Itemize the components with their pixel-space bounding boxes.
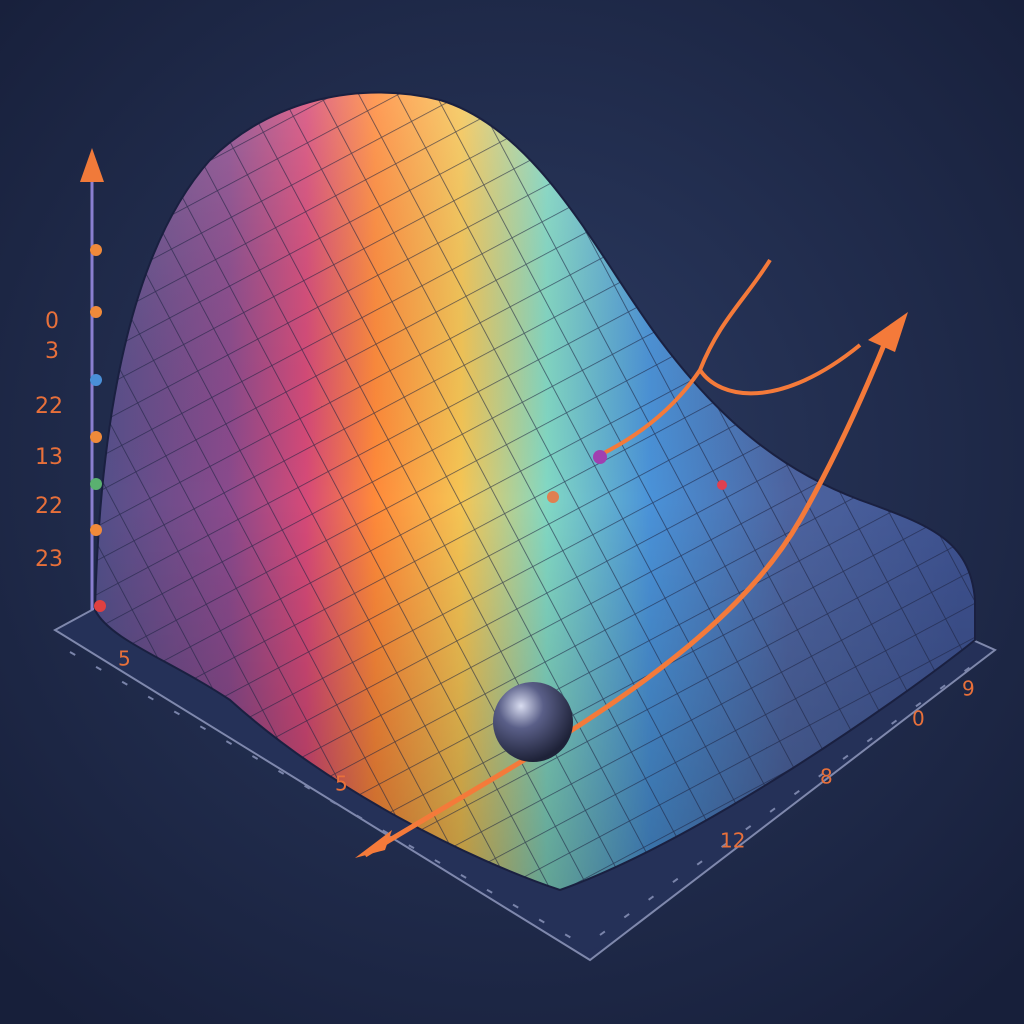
- axis-label: 3: [45, 339, 59, 364]
- axis-arrow: [80, 148, 104, 182]
- floor-ticks: [599, 659, 981, 936]
- labels: 0 3 22 13 22 23 5 5 12 8 0 9: [35, 309, 975, 853]
- axis-label: 9: [962, 677, 975, 701]
- axis-label: 12: [720, 829, 745, 853]
- axis-label: 22: [35, 394, 63, 419]
- axis-label: 22: [35, 494, 63, 519]
- axis-label: 5: [118, 647, 131, 671]
- axis-label: 23: [35, 547, 63, 572]
- arrow-head: [868, 312, 908, 352]
- point: [593, 450, 607, 464]
- floor-ticks: [69, 651, 576, 941]
- point: [717, 480, 727, 490]
- axis-label: 8: [820, 765, 833, 789]
- axis-label: 0: [45, 309, 59, 334]
- gradient-arrow: [363, 329, 893, 858]
- path-curve: [698, 343, 862, 396]
- arrow-head: [355, 830, 392, 858]
- axis-label: 13: [35, 445, 63, 470]
- axis-label: 0: [912, 707, 925, 731]
- ball: [493, 682, 573, 762]
- axis-label: 5: [335, 772, 348, 796]
- point: [547, 491, 559, 503]
- axis-dots: [90, 244, 106, 612]
